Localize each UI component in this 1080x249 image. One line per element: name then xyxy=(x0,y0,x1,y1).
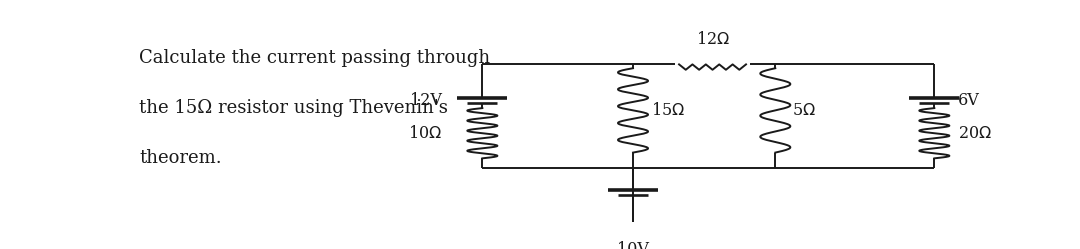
Text: 10$\Omega$: 10$\Omega$ xyxy=(408,125,442,142)
Text: 12V: 12V xyxy=(410,92,442,109)
Text: 20$\Omega$: 20$\Omega$ xyxy=(958,125,991,142)
Text: Calculate the current passing through: Calculate the current passing through xyxy=(139,49,490,67)
Text: 12$\Omega$: 12$\Omega$ xyxy=(696,31,729,48)
Text: 6V: 6V xyxy=(958,92,980,109)
Text: the 15Ω resistor using Thevenin's: the 15Ω resistor using Thevenin's xyxy=(139,99,448,117)
Text: 15$\Omega$: 15$\Omega$ xyxy=(651,102,686,119)
Text: theorem.: theorem. xyxy=(139,149,221,167)
Text: 5$\Omega$: 5$\Omega$ xyxy=(792,102,815,119)
Text: 10V: 10V xyxy=(617,241,649,249)
